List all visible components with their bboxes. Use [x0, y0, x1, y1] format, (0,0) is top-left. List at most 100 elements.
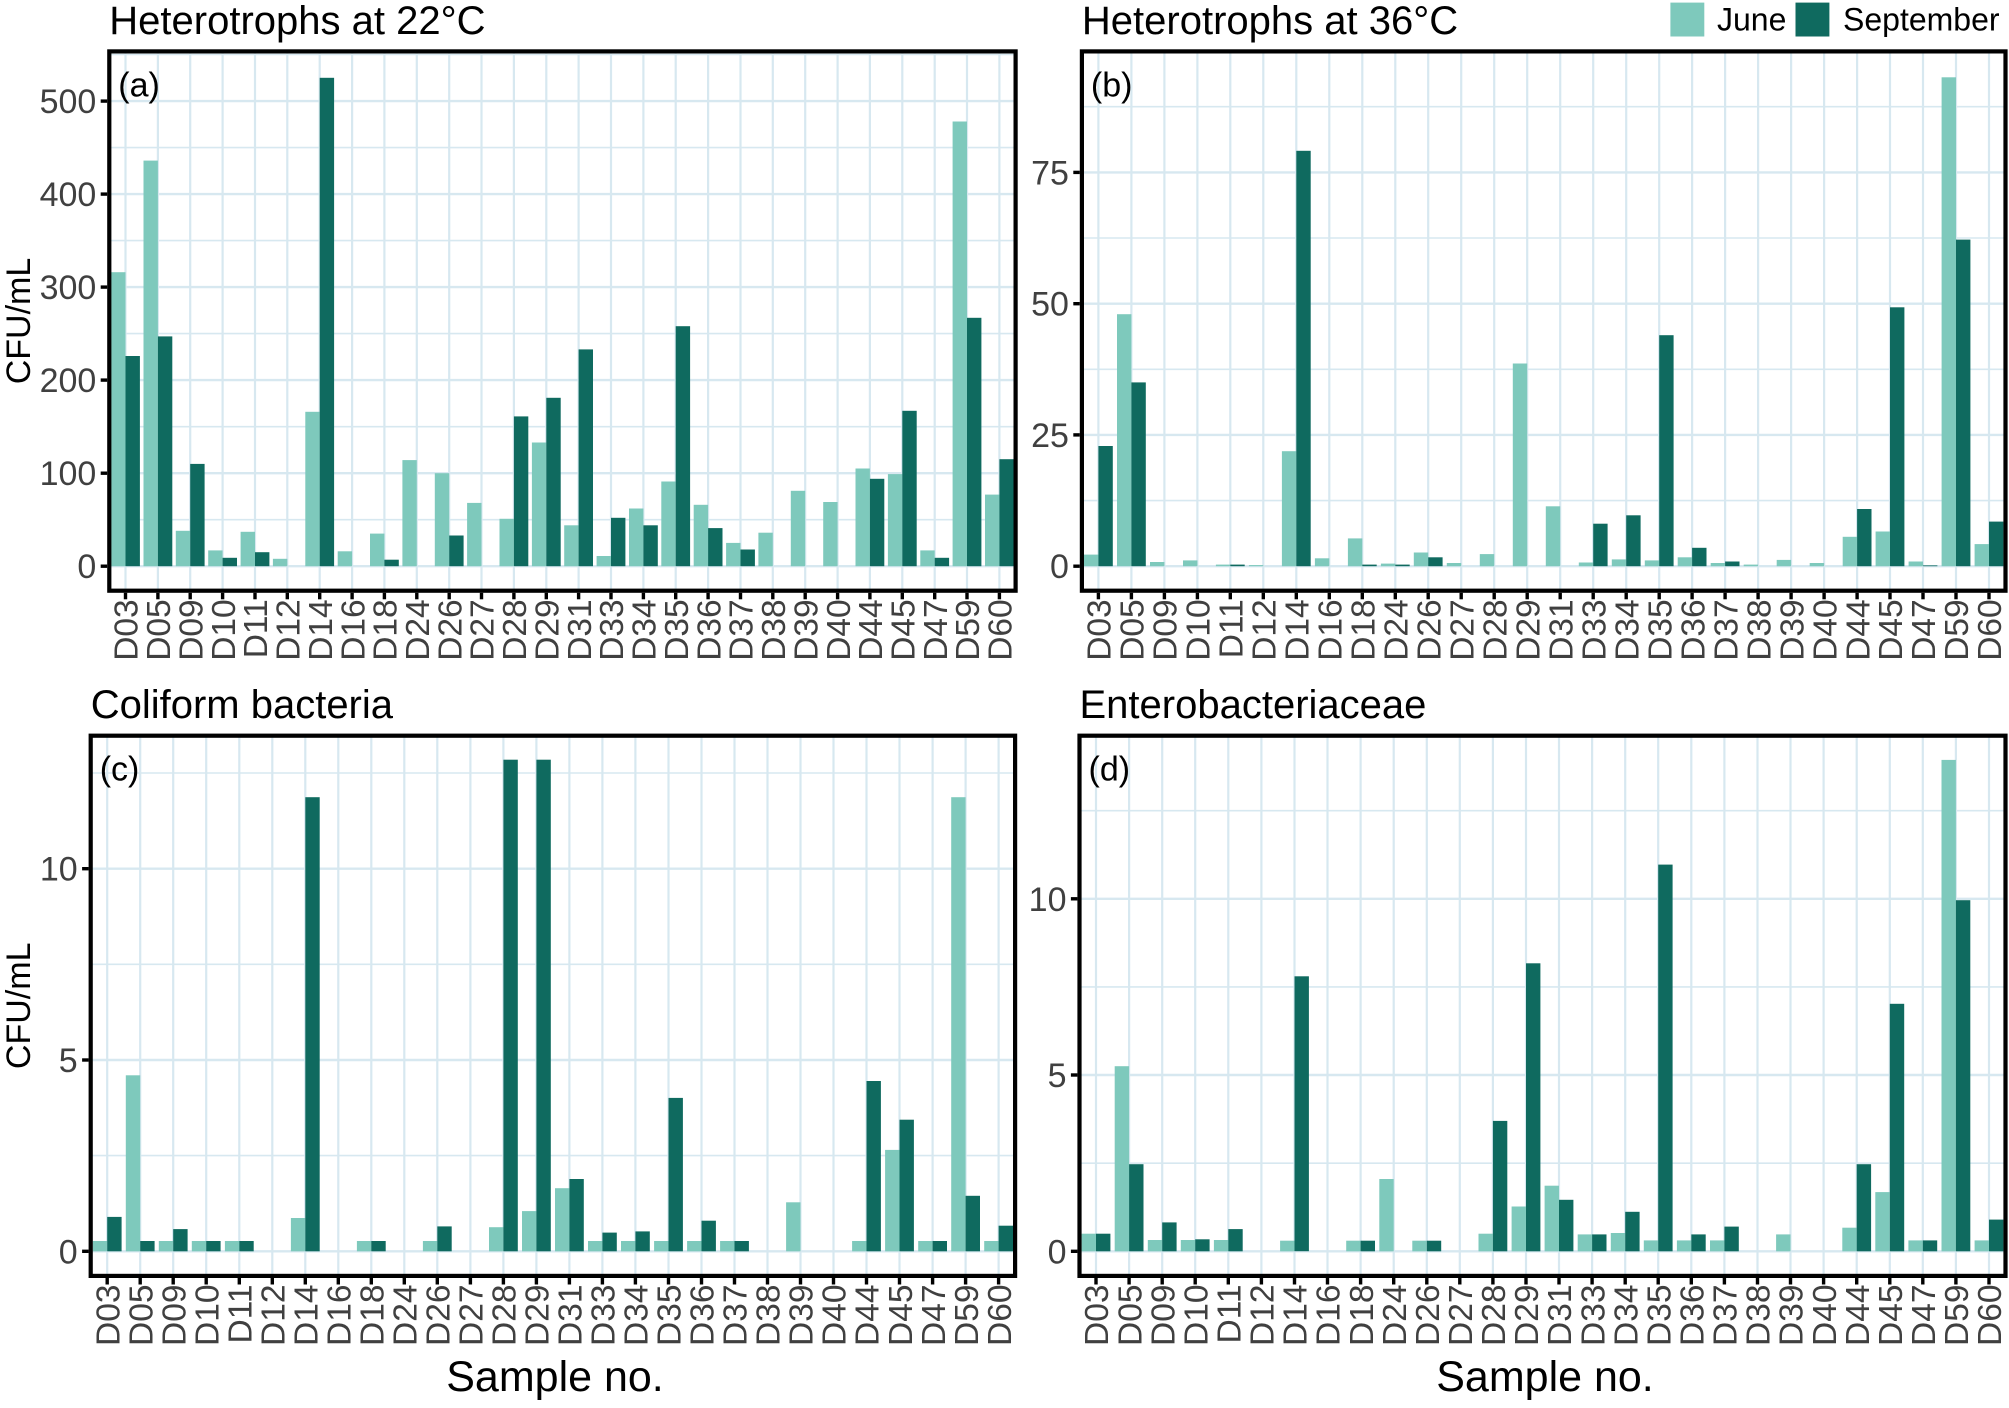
svg-text:D10: D10: [1179, 1285, 1216, 1346]
svg-text:D14: D14: [303, 599, 340, 660]
svg-text:D03: D03: [1079, 1285, 1116, 1346]
svg-text:D14: D14: [1280, 599, 1317, 660]
svg-text:D38: D38: [1741, 1285, 1778, 1346]
svg-text:D31: D31: [1542, 1285, 1579, 1346]
svg-text:50: 50: [1031, 286, 1069, 324]
svg-text:D24: D24: [400, 599, 437, 660]
svg-text:Coliform bacteria: Coliform bacteria: [91, 683, 394, 727]
svg-text:D12: D12: [1245, 1285, 1282, 1346]
svg-text:Heterotrophs at 36°C: Heterotrophs at 36°C: [1082, 0, 1458, 43]
svg-text:September: September: [1843, 2, 2000, 38]
svg-text:D34: D34: [1608, 1285, 1645, 1346]
svg-text:D59: D59: [949, 1285, 986, 1346]
svg-text:Sample no.: Sample no.: [446, 1353, 664, 1401]
svg-text:300: 300: [40, 269, 97, 307]
svg-text:D60: D60: [982, 1285, 1019, 1346]
svg-text:D11: D11: [1214, 599, 1251, 658]
svg-text:D03: D03: [109, 599, 146, 660]
svg-text:D47: D47: [1906, 1285, 1943, 1346]
svg-text:D39: D39: [1774, 1285, 1811, 1346]
svg-text:0: 0: [1050, 548, 1069, 586]
svg-text:D28: D28: [1476, 1285, 1513, 1346]
svg-text:500: 500: [40, 83, 97, 121]
svg-text:D39: D39: [784, 1285, 821, 1346]
svg-text:D29: D29: [1510, 599, 1547, 660]
svg-text:25: 25: [1031, 417, 1069, 455]
svg-text:D35: D35: [652, 1285, 689, 1346]
svg-text:D44: D44: [850, 1285, 887, 1346]
svg-text:200: 200: [40, 362, 97, 400]
svg-text:D05: D05: [1115, 599, 1152, 660]
svg-text:D05: D05: [141, 599, 178, 660]
svg-text:(c): (c): [100, 751, 140, 789]
svg-text:D38: D38: [756, 599, 793, 660]
svg-text:D26: D26: [1412, 599, 1449, 660]
svg-text:D05: D05: [123, 1285, 160, 1346]
svg-text:D60: D60: [1972, 1285, 2009, 1346]
svg-text:D60: D60: [1972, 599, 2009, 660]
svg-text:D35: D35: [1642, 1285, 1679, 1346]
svg-text:D16: D16: [335, 599, 372, 660]
svg-text:D10: D10: [1181, 599, 1218, 660]
svg-text:D38: D38: [1741, 599, 1778, 660]
svg-text:D27: D27: [454, 1285, 491, 1346]
svg-text:D29: D29: [1509, 1285, 1546, 1346]
svg-text:D40: D40: [1807, 1285, 1844, 1346]
svg-text:D24: D24: [388, 1285, 425, 1346]
svg-text:D33: D33: [594, 599, 631, 660]
svg-text:D09: D09: [156, 1285, 193, 1346]
svg-text:D33: D33: [1576, 599, 1613, 660]
svg-text:D44: D44: [853, 599, 890, 660]
svg-text:10: 10: [1029, 881, 1067, 919]
svg-text:D12: D12: [256, 1285, 293, 1346]
svg-text:D29: D29: [520, 1285, 557, 1346]
svg-text:Enterobacteriaceae: Enterobacteriaceae: [1080, 683, 1427, 727]
svg-text:D34: D34: [1609, 599, 1646, 660]
svg-text:D26: D26: [421, 1285, 458, 1346]
svg-text:D36: D36: [685, 1285, 722, 1346]
svg-text:D39: D39: [788, 599, 825, 660]
svg-text:D35: D35: [1642, 599, 1679, 660]
svg-text:0: 0: [1048, 1233, 1067, 1271]
svg-text:D37: D37: [1708, 599, 1745, 660]
svg-text:D03: D03: [1082, 599, 1119, 660]
svg-text:D47: D47: [1906, 599, 1943, 660]
svg-text:D45: D45: [1873, 599, 1910, 660]
svg-text:D14: D14: [289, 1285, 326, 1346]
svg-text:D11: D11: [223, 1285, 260, 1344]
svg-text:D09: D09: [1145, 1285, 1182, 1346]
svg-text:D40: D40: [821, 599, 858, 660]
svg-text:D59: D59: [1939, 1285, 1976, 1346]
svg-text:0: 0: [59, 1233, 78, 1271]
svg-text:D36: D36: [691, 599, 728, 660]
svg-text:D18: D18: [355, 1285, 392, 1346]
svg-text:D37: D37: [1708, 1285, 1745, 1346]
svg-text:D37: D37: [724, 599, 761, 660]
svg-text:D16: D16: [1313, 599, 1350, 660]
svg-text:D12: D12: [1247, 599, 1284, 660]
svg-text:D24: D24: [1379, 599, 1416, 660]
svg-text:100: 100: [40, 455, 97, 493]
svg-text:400: 400: [40, 176, 97, 214]
svg-text:D27: D27: [465, 599, 502, 660]
svg-text:D59: D59: [1939, 599, 1976, 660]
svg-text:D05: D05: [1112, 1285, 1149, 1346]
svg-text:June: June: [1717, 2, 1786, 38]
svg-text:Heterotrophs at 22°C: Heterotrophs at 22°C: [109, 0, 485, 43]
svg-text:0: 0: [77, 548, 96, 586]
svg-text:D47: D47: [916, 1285, 953, 1346]
svg-text:D28: D28: [1477, 599, 1514, 660]
svg-text:D44: D44: [1840, 599, 1877, 660]
svg-text:D12: D12: [271, 599, 308, 660]
svg-text:D28: D28: [497, 599, 534, 660]
svg-text:D26: D26: [432, 599, 469, 660]
svg-text:D59: D59: [950, 599, 987, 660]
svg-text:D40: D40: [1807, 599, 1844, 660]
svg-text:D39: D39: [1774, 599, 1811, 660]
svg-text:CFU/mL: CFU/mL: [0, 258, 38, 385]
svg-text:D09: D09: [173, 599, 210, 660]
svg-text:D18: D18: [368, 599, 405, 660]
svg-text:D45: D45: [886, 599, 923, 660]
svg-text:D10: D10: [189, 1285, 226, 1346]
svg-text:CFU/mL: CFU/mL: [0, 943, 38, 1070]
